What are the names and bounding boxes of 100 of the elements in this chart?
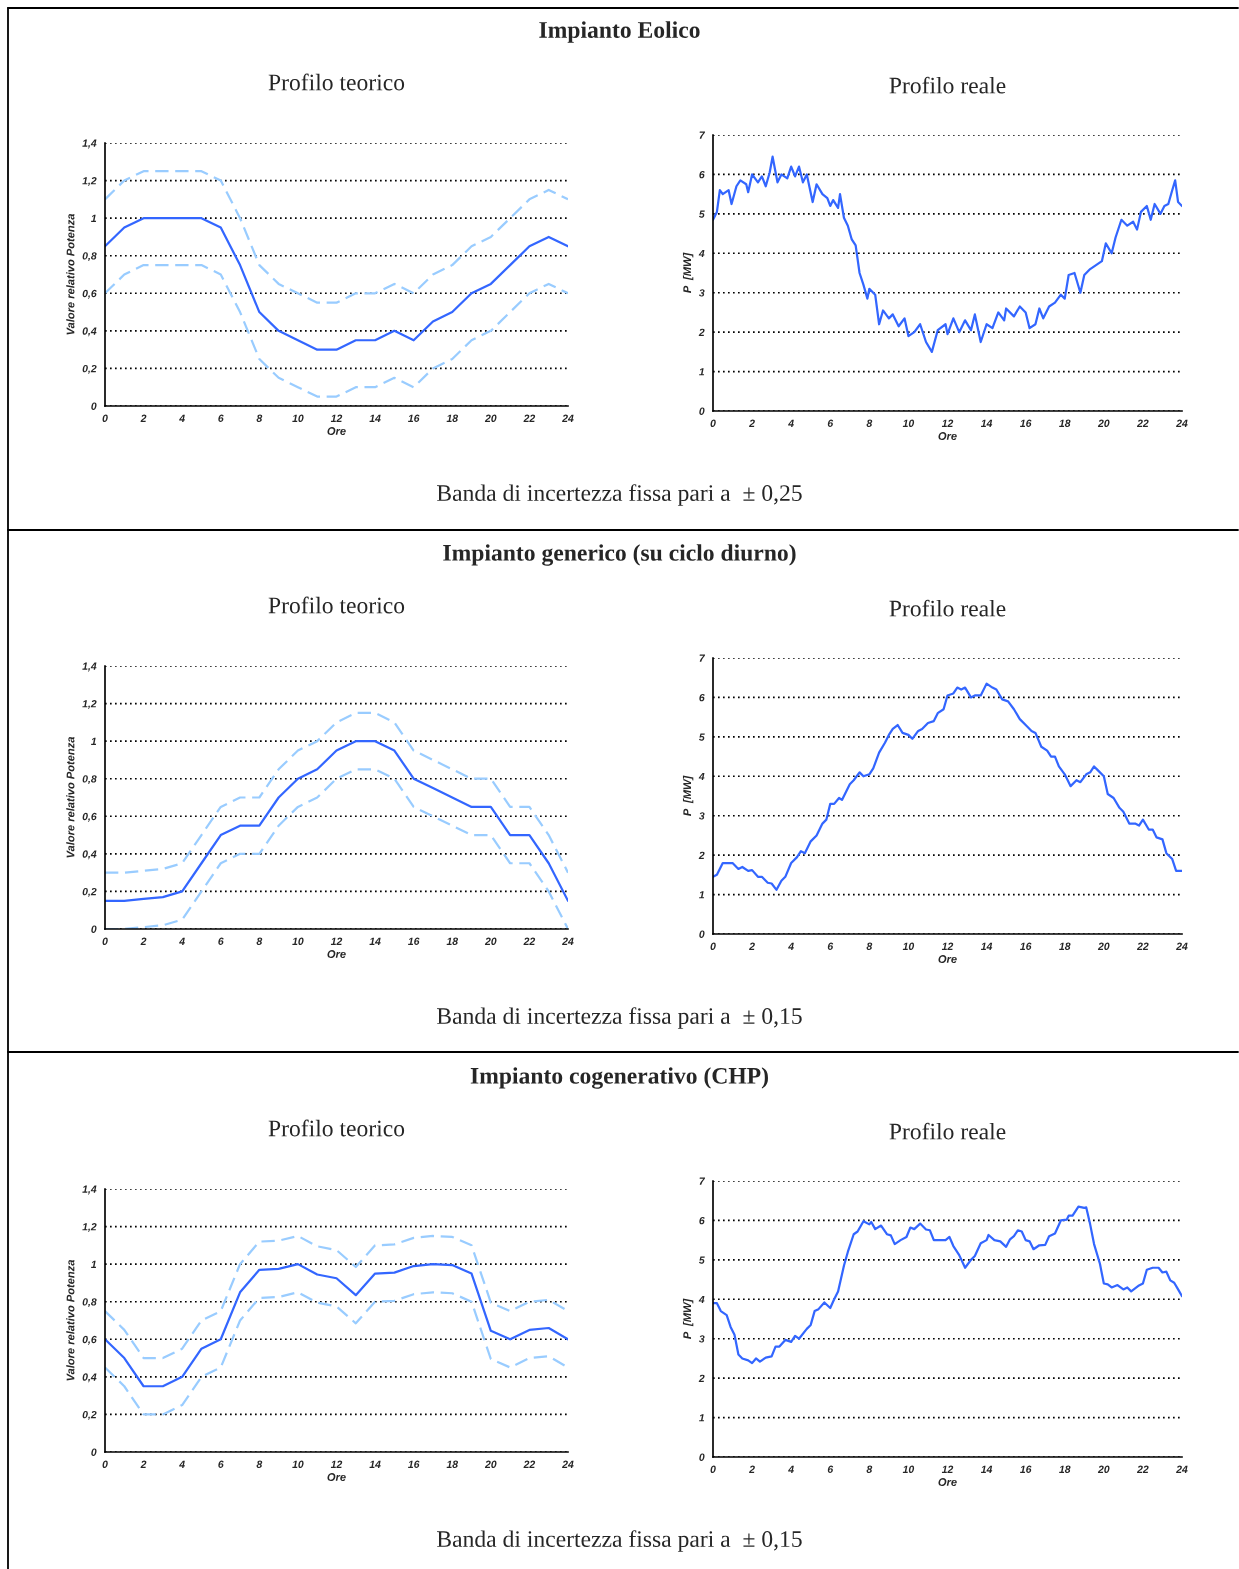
x-axis-title: Ore [938, 955, 957, 963]
x-tick-label: 10 [292, 1460, 304, 1468]
x-tick-label: 24 [1176, 1465, 1188, 1473]
x-tick-label: 6 [218, 937, 224, 945]
y-tick-label: 0,2 [82, 887, 97, 897]
y-tick-label: 1,4 [82, 1185, 97, 1195]
y-tick-label: 0,4 [82, 327, 97, 337]
x-tick-label: 8 [256, 1460, 263, 1468]
x-tick-label: 4 [788, 419, 794, 427]
x-tick-label: 14 [369, 414, 381, 422]
x-tick-label: 2 [140, 937, 147, 945]
x-tick-label: 0 [102, 414, 108, 422]
chart-title: Profilo reale [889, 1122, 1006, 1140]
y-tick-label: 0,2 [82, 364, 97, 374]
x-tick-label: 0 [710, 942, 716, 950]
line-series [105, 217, 568, 351]
x-tick-label: 10 [292, 937, 304, 945]
y-tick-label: 1,2 [82, 1223, 97, 1232]
x-tick-label: 16 [408, 1460, 420, 1468]
x-tick-label: 24 [562, 937, 574, 945]
x-tick-label: 2 [749, 942, 755, 950]
x-tick-label: 22 [523, 414, 536, 422]
x-axis-title: Ore [938, 1478, 957, 1486]
line-series [105, 740, 568, 902]
y-axis-title: P [MW] [682, 1298, 694, 1339]
y-tick-label: 1,4 [82, 139, 97, 149]
x-tick-label: 20 [484, 937, 497, 945]
chart-title: Profilo reale [889, 76, 1006, 94]
x-tick-label: 16 [1020, 1465, 1032, 1473]
x-tick-label: 24 [562, 1460, 574, 1468]
x-tick-label: 14 [980, 419, 993, 427]
x-tick-label: 10 [902, 942, 915, 950]
x-tick-label: 18 [1059, 942, 1071, 950]
chart-title: Profilo teorico [268, 73, 405, 91]
y-tick-label: 1 [699, 1414, 705, 1422]
y-tick-label: 1 [699, 368, 705, 376]
y-tick-label: 6 [699, 693, 705, 702]
x-tick-label: 2 [140, 1460, 147, 1468]
y-tick-label: 6 [699, 1216, 705, 1225]
x-tick-label: 8 [256, 414, 263, 422]
x-tick-label: 14 [980, 1465, 993, 1473]
line-series [713, 682, 1182, 891]
text: Impianto cogenerativo (CHP) [470, 1067, 768, 1089]
x-tick-label: 12 [330, 1460, 343, 1468]
x-tick-label: 6 [827, 1465, 834, 1473]
x-tick-label: 24 [1176, 419, 1188, 427]
y-tick-label: 7 [699, 131, 706, 139]
y-tick-label: 0 [91, 925, 97, 933]
y-tick-label: 0 [699, 930, 705, 938]
x-tick-label: 22 [1136, 942, 1149, 950]
x-tick-label: 20 [1097, 1465, 1110, 1473]
y-tick-label: 3 [698, 289, 705, 297]
y-tick-label: 0,6 [82, 812, 97, 822]
x-tick-label: 4 [179, 414, 185, 422]
x-tick-label: 14 [980, 942, 993, 950]
y-tick-label: 0,6 [82, 289, 97, 299]
y-tick-label: 7 [699, 654, 706, 662]
x-tick-label: 2 [140, 414, 147, 422]
x-tick-label: 20 [1097, 942, 1110, 950]
x-tick-label: 12 [941, 942, 954, 950]
x-axis-title: Ore [938, 432, 957, 440]
x-tick-label: 0 [710, 1465, 716, 1473]
y-tick-label: 6 [699, 170, 705, 179]
y-tick-label: 0,8 [82, 1298, 97, 1308]
x-tick-label: 16 [408, 414, 420, 422]
x-tick-label: 6 [827, 419, 834, 427]
x-tick-label: 10 [292, 414, 304, 422]
x-tick-label: 24 [562, 414, 574, 422]
y-tick-label: 2 [698, 851, 705, 859]
x-tick-label: 0 [102, 1460, 108, 1468]
x-tick-label: 18 [1059, 1465, 1071, 1473]
y-tick-label: 1 [91, 214, 97, 222]
x-tick-label: 16 [1020, 942, 1032, 950]
x-tick-label: 18 [1059, 419, 1071, 427]
x-axis-title: Ore [327, 950, 346, 958]
y-tick-label: 5 [698, 733, 705, 741]
x-tick-label: 12 [330, 414, 343, 422]
y-tick-label: 0 [91, 402, 97, 410]
x-tick-label: 4 [179, 937, 185, 945]
x-tick-label: 16 [408, 937, 420, 945]
line-series [105, 264, 568, 398]
x-tick-label: 10 [902, 419, 915, 427]
y-tick-label: 0 [699, 407, 705, 415]
y-tick-label: 0,8 [82, 252, 97, 262]
line-series [105, 1291, 568, 1416]
y-axis-title: Valore relativo Potenza [66, 213, 75, 335]
x-tick-label: 12 [941, 1465, 954, 1473]
x-tick-label: 24 [1176, 942, 1188, 950]
chart-title: Profilo teorico [268, 1119, 405, 1137]
y-tick-label: 0,2 [82, 1410, 97, 1420]
x-axis-title: Ore [327, 427, 346, 435]
x-tick-label: 20 [1097, 419, 1110, 427]
y-tick-label: 1,2 [82, 700, 97, 709]
x-tick-label: 20 [484, 414, 497, 422]
x-tick-label: 0 [710, 419, 716, 427]
x-tick-label: 6 [218, 414, 224, 422]
x-tick-label: 22 [523, 1460, 536, 1468]
y-axis-title: Valore relativo Potenza [66, 736, 75, 858]
x-tick-label: 4 [788, 942, 794, 950]
y-axis-title: P [MW] [682, 252, 694, 293]
